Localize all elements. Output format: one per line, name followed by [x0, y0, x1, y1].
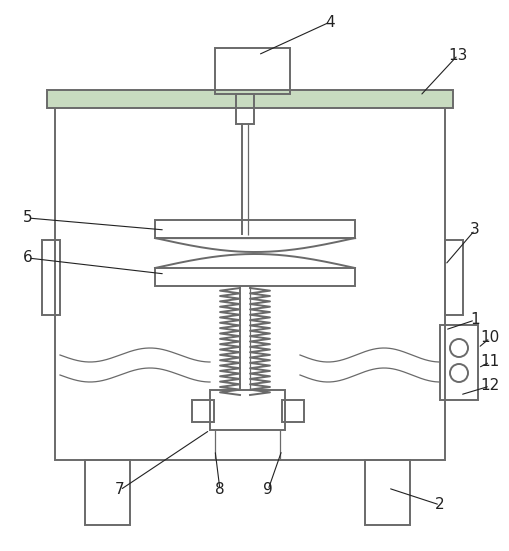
Bar [439, 325, 477, 400]
Text: 1: 1 [469, 312, 479, 327]
Text: 7: 7 [115, 483, 125, 498]
Text: 5: 5 [23, 210, 33, 225]
Text: 3: 3 [469, 223, 479, 237]
Text: 12: 12 [479, 379, 499, 393]
Bar [281, 400, 303, 422]
Bar [85, 460, 130, 525]
Bar [236, 94, 253, 124]
Text: 10: 10 [479, 331, 499, 345]
Text: 6: 6 [23, 251, 33, 266]
Text: 4: 4 [325, 14, 334, 30]
Text: 13: 13 [447, 47, 467, 62]
Bar [215, 48, 290, 94]
Bar [47, 90, 452, 108]
Text: 9: 9 [263, 483, 272, 498]
Bar [55, 105, 444, 460]
Bar [364, 460, 409, 525]
Text: 2: 2 [434, 498, 444, 512]
Bar [42, 240, 60, 315]
Bar [155, 220, 354, 238]
Bar [155, 268, 354, 286]
Text: 8: 8 [215, 483, 224, 498]
Text: 11: 11 [479, 354, 499, 370]
Bar [210, 390, 285, 430]
Bar [191, 400, 214, 422]
Bar [444, 240, 462, 315]
